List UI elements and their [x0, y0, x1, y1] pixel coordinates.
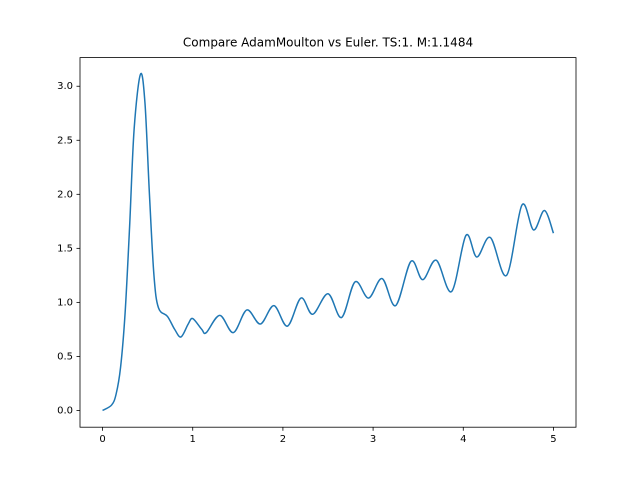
y-tick-label: 2.5	[57, 135, 73, 146]
x-tick-label: 2	[280, 434, 286, 445]
line-series	[102, 72, 555, 412]
y-tick-label: 3.0	[57, 81, 73, 92]
x-tick-label: 4	[460, 434, 466, 445]
y-tick-label: 1.0	[57, 297, 73, 308]
x-tick-label: 3	[370, 434, 376, 445]
x-tick-label: 0	[99, 434, 105, 445]
y-tick-label: 2.0	[57, 189, 73, 200]
axes-frame	[79, 57, 577, 428]
x-tick-label: 1	[190, 434, 196, 445]
x-tick-label: 5	[550, 434, 556, 445]
y-tick-label: 1.5	[57, 243, 73, 254]
chart-title: Compare AdamMoulton vs Euler. TS:1. M:1.…	[183, 36, 473, 50]
y-tick-label: 0.0	[57, 405, 73, 416]
y-tick-label: 0.5	[57, 351, 73, 362]
